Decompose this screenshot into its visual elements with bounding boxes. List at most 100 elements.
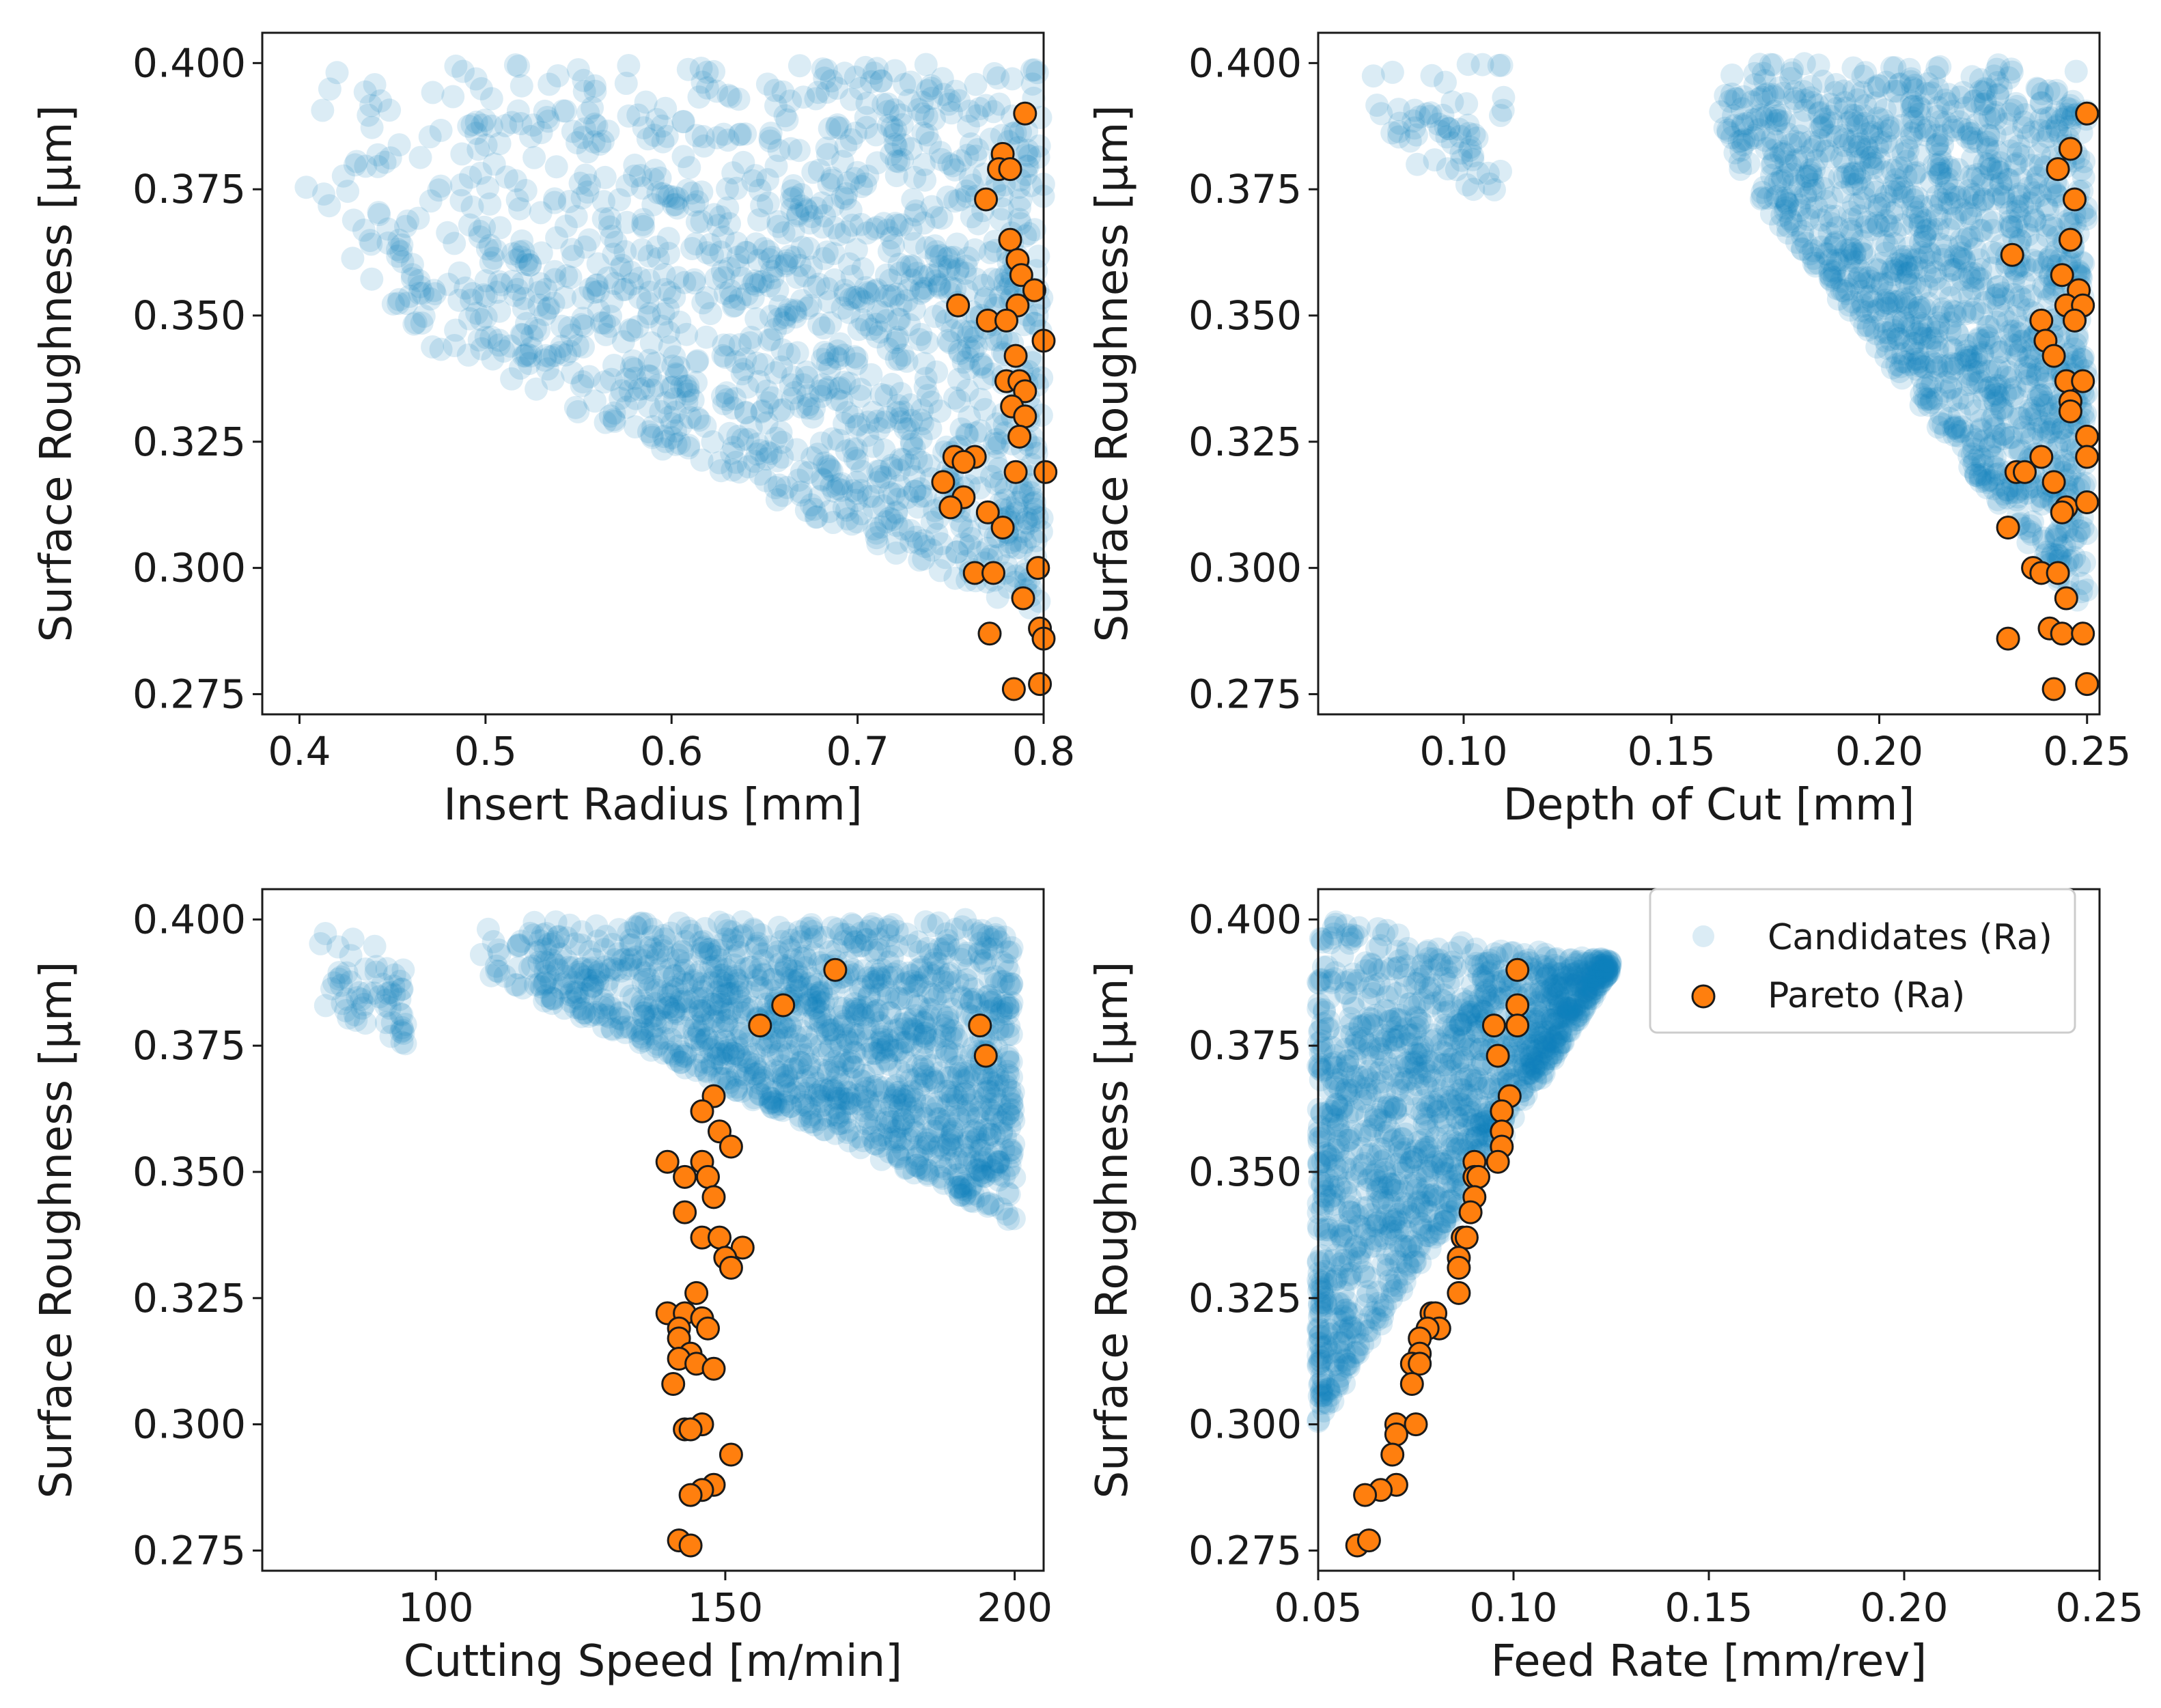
- candidate-point: [1848, 168, 1871, 191]
- candidate-point: [450, 142, 474, 166]
- candidate-point: [583, 79, 607, 103]
- candidate-point: [818, 357, 841, 381]
- candidate-point: [568, 171, 592, 195]
- candidate-point: [770, 355, 794, 379]
- candidate-point: [938, 331, 962, 354]
- candidate-point: [947, 389, 971, 413]
- candidate-point: [742, 917, 766, 941]
- candidate-point: [916, 331, 939, 354]
- candidate-point: [925, 360, 949, 384]
- candidate-point: [386, 244, 410, 268]
- candidate-point: [1945, 321, 1969, 345]
- pareto-point: [748, 1013, 772, 1038]
- candidate-point: [593, 165, 617, 189]
- candidate-point: [656, 995, 680, 1019]
- candidate-point: [800, 446, 824, 470]
- candidate-point: [849, 212, 873, 236]
- x-axis-label: Cutting Speed [m/min]: [404, 1636, 902, 1687]
- candidate-point: [891, 133, 915, 157]
- candidate-point: [478, 192, 502, 216]
- candidate-point: [664, 193, 688, 216]
- candidate-point: [718, 212, 741, 236]
- candidate-point: [895, 289, 919, 313]
- candidate-point: [651, 130, 675, 154]
- pareto-point: [690, 1099, 714, 1123]
- candidate-point: [783, 380, 807, 404]
- candidate-point: [760, 245, 784, 269]
- candidate-point: [813, 66, 837, 90]
- candidate-point: [646, 941, 670, 965]
- candidate-point: [910, 1037, 934, 1061]
- candidate-point: [822, 268, 846, 292]
- candidate-point: [749, 438, 772, 462]
- pareto-point: [673, 1164, 697, 1189]
- y-axis-label: Surface Roughness [µm]: [31, 962, 82, 1499]
- candidate-point: [854, 928, 878, 952]
- candidate-point: [911, 102, 935, 126]
- y-tick-label: 0.300: [133, 1401, 246, 1448]
- candidate-point: [907, 98, 931, 122]
- candidate-point: [581, 96, 604, 120]
- candidate-point: [781, 365, 805, 389]
- candidate-point: [571, 307, 595, 331]
- candidate-point: [1450, 148, 1473, 172]
- candidate-point: [693, 1013, 716, 1037]
- candidate-point: [663, 285, 686, 309]
- candidate-point: [621, 349, 645, 373]
- candidate-point: [921, 983, 945, 1007]
- candidate-point: [1837, 111, 1860, 135]
- candidate-point: [1005, 490, 1029, 514]
- candidate-point: [402, 312, 426, 336]
- candidate-point: [360, 115, 384, 139]
- candidate-point: [506, 934, 530, 958]
- candidate-point: [479, 87, 503, 111]
- candidate-point: [773, 305, 797, 329]
- candidate-point: [783, 305, 807, 329]
- candidate-point: [844, 122, 867, 145]
- candidate-point: [878, 1000, 902, 1024]
- candidate-point: [828, 1005, 852, 1028]
- candidate-point: [687, 408, 711, 432]
- y-tick-label: 0.275: [1188, 671, 1302, 717]
- candidate-point: [689, 57, 713, 80]
- candidate-point: [443, 232, 466, 255]
- candidate-point: [598, 958, 622, 982]
- candidate-point: [887, 150, 910, 173]
- candidate-point: [1014, 511, 1037, 534]
- candidate-point: [755, 440, 779, 464]
- candidate-point: [987, 268, 1011, 292]
- pareto-point: [771, 993, 796, 1018]
- candidate-point: [479, 251, 503, 275]
- candidate-point: [988, 431, 1011, 455]
- candidate-point: [963, 238, 987, 262]
- pareto-point: [998, 227, 1022, 252]
- candidate-point: [785, 266, 809, 289]
- candidate-point: [661, 375, 685, 399]
- candidate-point: [804, 87, 828, 111]
- candidate-point: [1914, 388, 1938, 412]
- candidate-point: [750, 194, 774, 218]
- candidate-point: [501, 270, 525, 293]
- pareto-point: [678, 1483, 703, 1507]
- candidate-point: [870, 1025, 894, 1049]
- y-tick-label: 0.350: [1188, 292, 1302, 339]
- candidate-point: [571, 370, 595, 394]
- candidate-point: [732, 1063, 756, 1086]
- candidate-point: [844, 488, 868, 512]
- candidate-point: [640, 423, 664, 447]
- candidate-point: [447, 261, 471, 285]
- panel-cutting-speed: 100 150 200 0.2750.3000.3250.3500.3750.400…: [31, 888, 1052, 1687]
- candidate-point: [499, 334, 522, 358]
- candidate-point: [632, 214, 656, 238]
- candidate-point: [1434, 115, 1458, 139]
- candidate-point: [904, 525, 928, 549]
- candidate-point: [545, 226, 569, 250]
- candidate-point: [408, 275, 432, 298]
- candidate-point: [848, 76, 872, 100]
- y-tick-label: 0.325: [133, 1275, 246, 1321]
- x-tick-label: 0.15: [1628, 728, 1716, 774]
- candidate-point: [726, 425, 750, 448]
- candidate-point: [623, 153, 647, 177]
- candidate-point: [1842, 134, 1866, 158]
- y-tick-label: 0.350: [133, 1149, 246, 1195]
